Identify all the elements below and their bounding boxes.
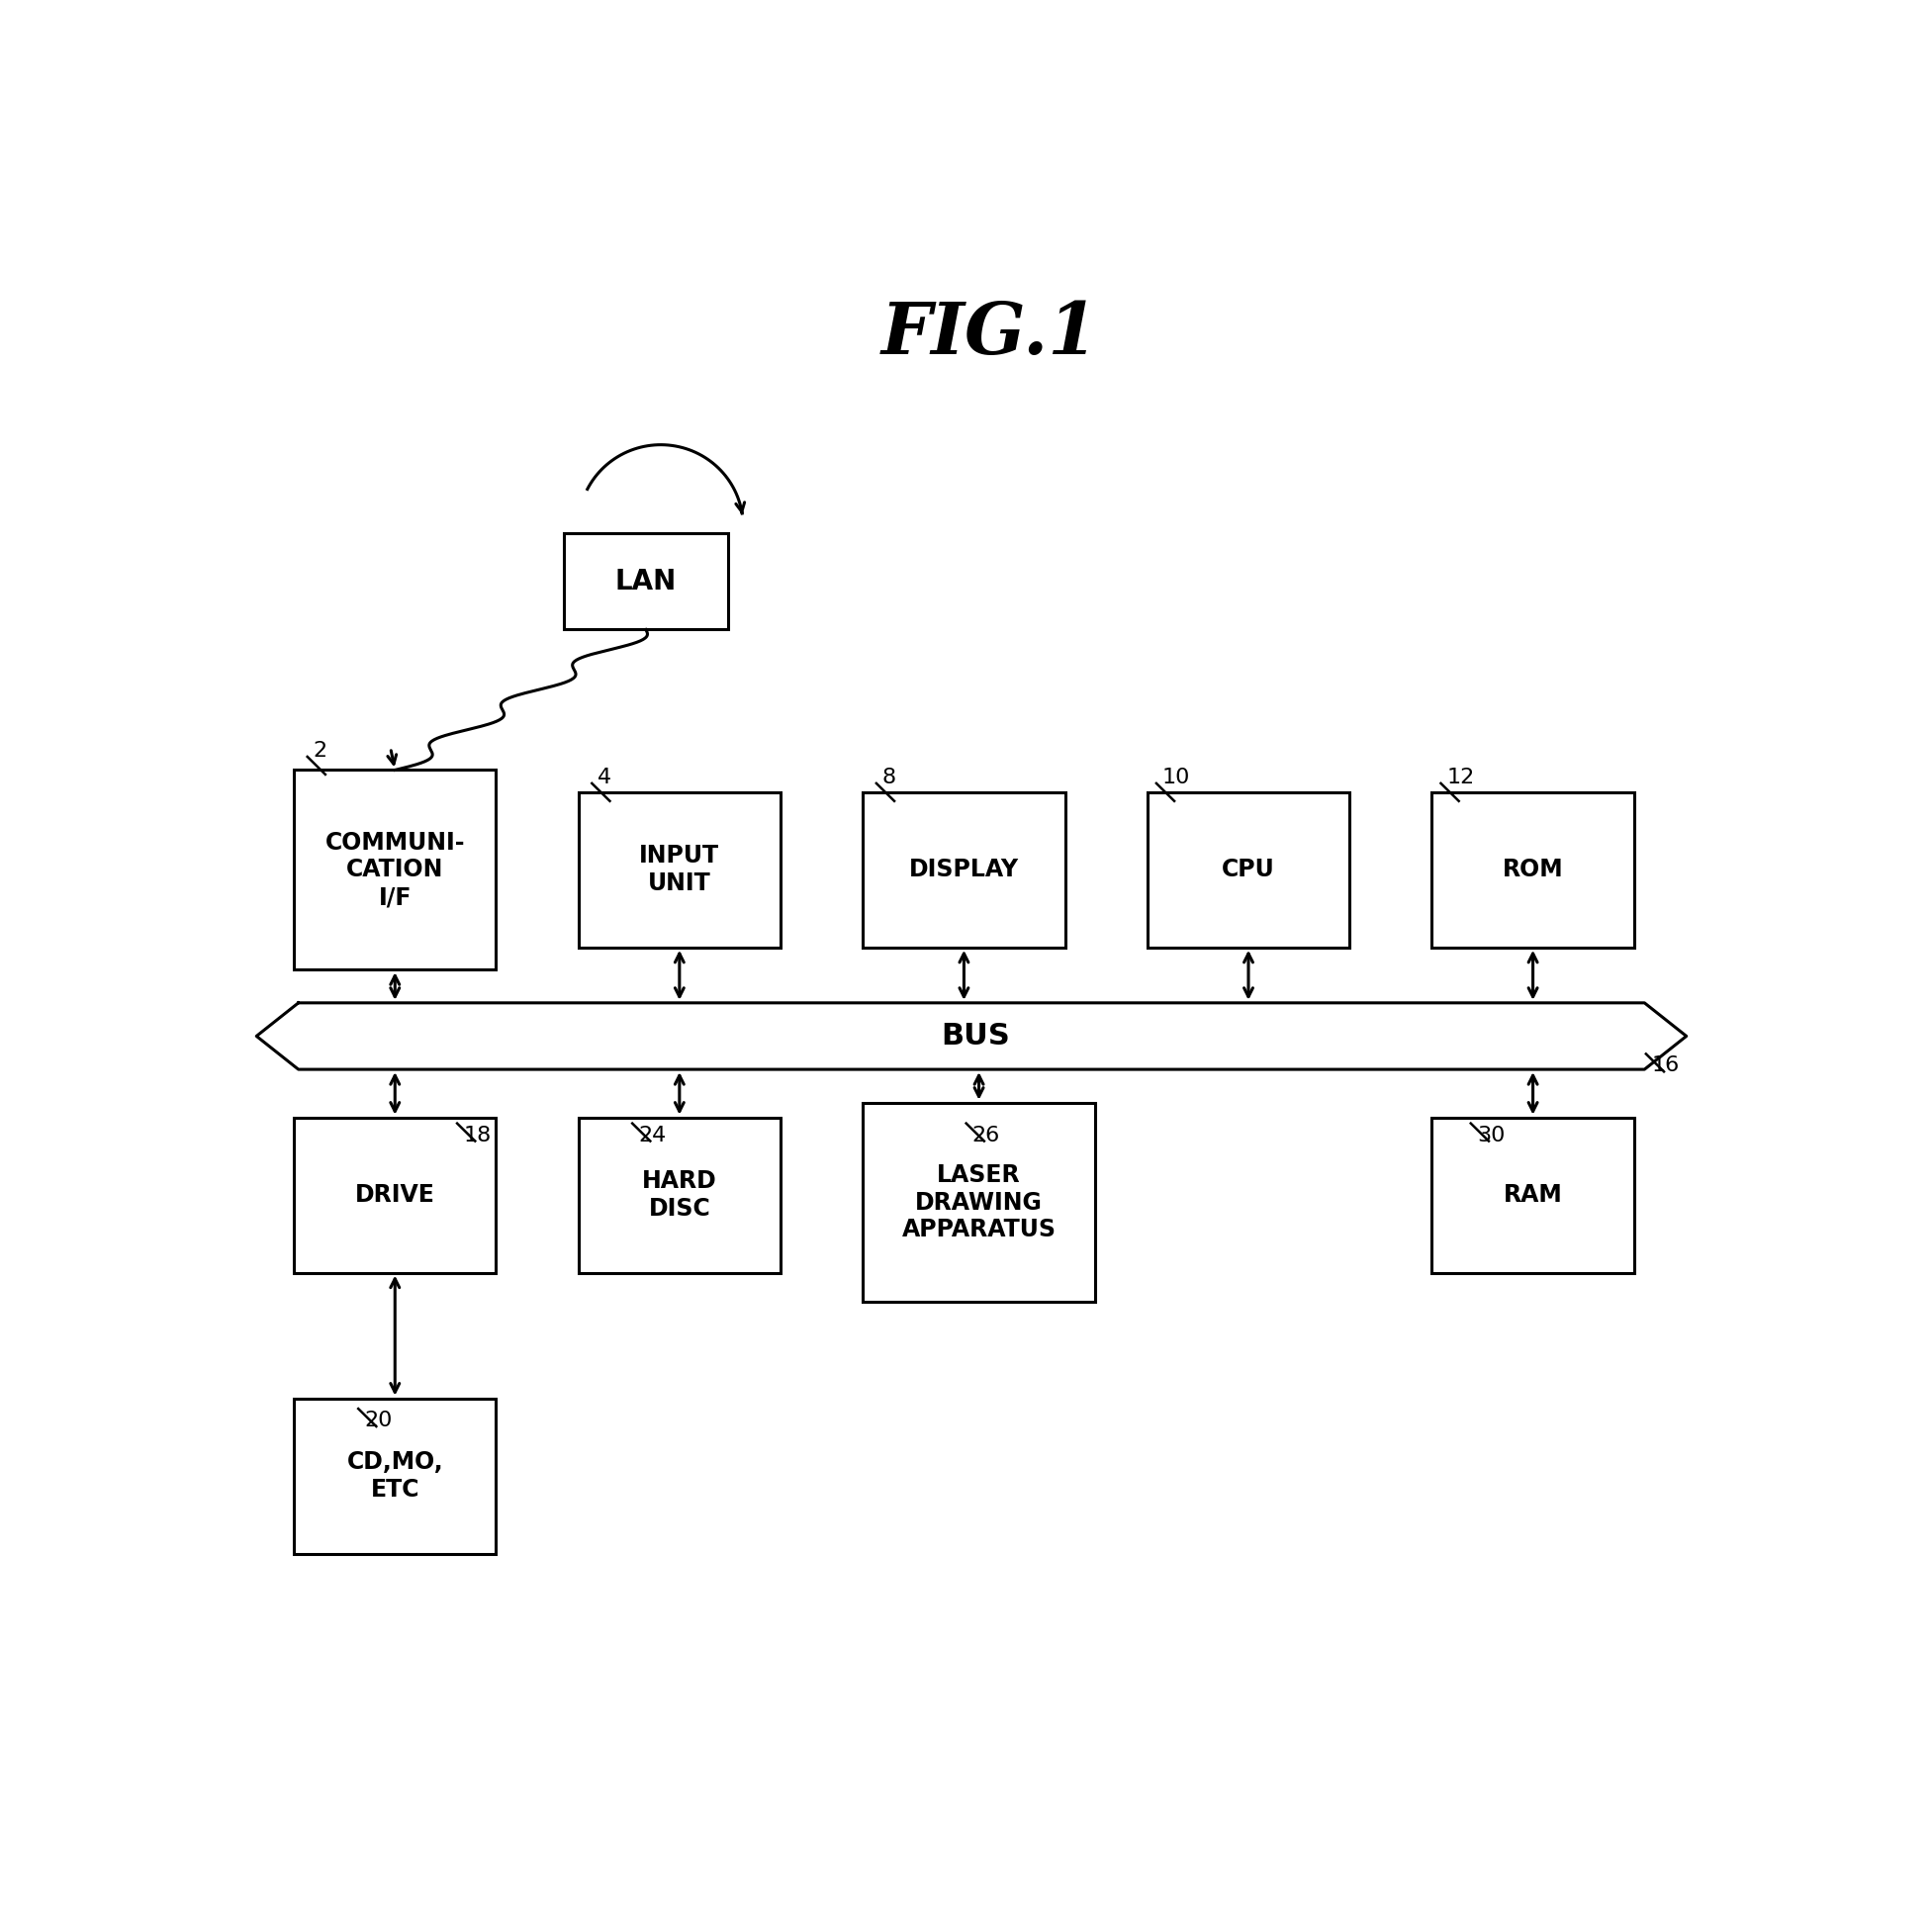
FancyBboxPatch shape [578,793,781,947]
FancyBboxPatch shape [294,1117,497,1273]
Text: LASER
DRAWING
APPARATUS: LASER DRAWING APPARATUS [902,1164,1057,1242]
FancyBboxPatch shape [564,534,728,630]
FancyBboxPatch shape [1432,1117,1634,1273]
FancyBboxPatch shape [294,770,497,970]
Text: 16: 16 [1652,1056,1681,1075]
FancyBboxPatch shape [1148,793,1349,947]
Text: DRIVE: DRIVE [355,1183,435,1208]
Text: BUS: BUS [941,1021,1010,1050]
Text: FIG.1: FIG.1 [881,300,1099,369]
Text: 18: 18 [464,1125,491,1144]
Text: 2: 2 [313,741,327,760]
Text: 30: 30 [1476,1125,1505,1144]
Polygon shape [257,1002,1687,1069]
Text: ROM: ROM [1503,858,1563,881]
Text: HARD
DISC: HARD DISC [641,1169,717,1221]
Text: INPUT
UNIT: INPUT UNIT [639,845,719,895]
Text: DISPLAY: DISPLAY [908,858,1018,881]
FancyBboxPatch shape [1432,793,1634,947]
Text: 26: 26 [972,1125,1001,1144]
Text: LAN: LAN [614,568,676,595]
FancyBboxPatch shape [864,1102,1095,1302]
Text: RAM: RAM [1503,1183,1563,1208]
Text: COMMUNI-
CATION
I/F: COMMUNI- CATION I/F [325,831,466,910]
Text: 8: 8 [883,768,896,787]
FancyBboxPatch shape [864,793,1065,947]
FancyBboxPatch shape [578,1117,781,1273]
Text: 20: 20 [365,1411,392,1430]
Text: 24: 24 [638,1125,667,1144]
Text: CD,MO,
ETC: CD,MO, ETC [346,1450,442,1501]
Text: CPU: CPU [1221,858,1275,881]
Text: 12: 12 [1447,768,1474,787]
Text: 4: 4 [597,768,612,787]
FancyBboxPatch shape [294,1398,497,1553]
Text: 10: 10 [1163,768,1190,787]
